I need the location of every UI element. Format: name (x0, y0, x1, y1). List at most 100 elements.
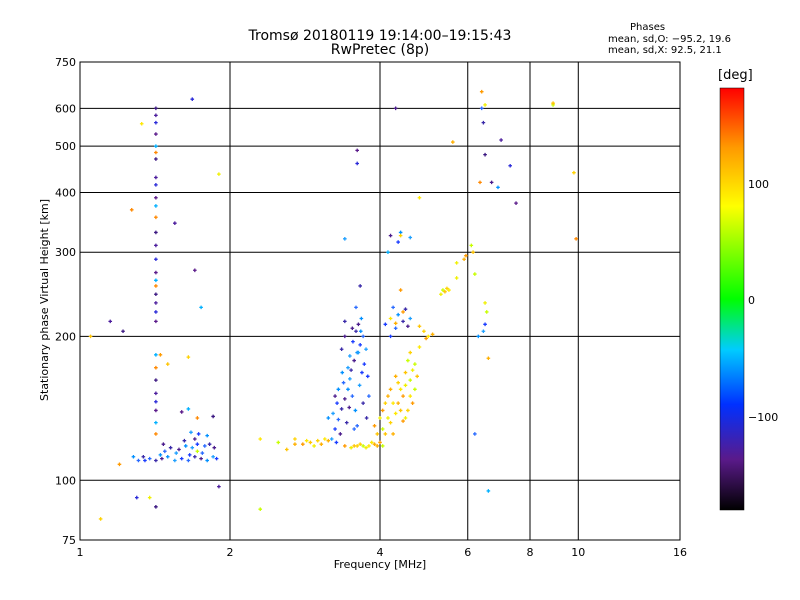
colorbar-tick-label: −100 (748, 411, 779, 424)
data-point (353, 408, 358, 413)
data-point (343, 444, 347, 448)
data-point (408, 394, 413, 398)
data-point (284, 447, 289, 452)
data-point (398, 288, 403, 292)
x-tick-label: 16 (673, 546, 687, 559)
data-point (358, 284, 362, 288)
data-point (205, 433, 209, 438)
data-point (189, 430, 193, 435)
data-point (154, 505, 158, 509)
data-point (358, 343, 362, 347)
data-point (514, 201, 518, 205)
data-point (154, 310, 158, 314)
data-point (154, 243, 158, 248)
data-point (408, 235, 413, 240)
data-point (154, 132, 158, 136)
data-point (143, 458, 147, 463)
data-point (154, 113, 158, 118)
data-point (212, 445, 217, 450)
data-point (479, 89, 484, 94)
data-point (154, 399, 158, 404)
data-point (350, 326, 355, 331)
data-point (484, 310, 489, 314)
plot-frame (79, 61, 681, 541)
data-point (469, 243, 474, 248)
data-point (417, 324, 422, 329)
data-point (205, 458, 209, 463)
data-point (207, 442, 212, 446)
data-point (479, 106, 484, 111)
x-tick-label: 8 (527, 546, 534, 559)
data-point (349, 368, 353, 372)
data-point (396, 312, 400, 317)
data-point (195, 449, 200, 454)
y-tick-label: 500 (55, 140, 76, 153)
data-point (476, 334, 481, 339)
data-point (481, 120, 486, 125)
data-point (154, 257, 158, 262)
data-point (354, 305, 358, 310)
data-point (391, 432, 395, 436)
data-point (388, 316, 393, 321)
data-point (168, 445, 173, 450)
data-point (161, 442, 166, 446)
data-point (393, 321, 398, 326)
data-point (154, 144, 158, 148)
data-point (358, 329, 363, 334)
data-point (121, 329, 125, 334)
data-point (380, 408, 385, 413)
data-point (193, 454, 197, 459)
data-point (343, 334, 347, 339)
data-point (339, 407, 344, 411)
data-point (356, 322, 361, 327)
chart-subtitle: RwPretec (8p) (330, 42, 430, 58)
data-point (380, 427, 385, 431)
data-point (417, 195, 422, 200)
data-point (369, 440, 374, 445)
data-point (348, 377, 352, 381)
data-point (408, 350, 413, 355)
data-point (154, 292, 158, 297)
data-point (336, 417, 341, 422)
x-tick-label: 1 (77, 546, 84, 559)
data-point (134, 495, 139, 500)
data-point (154, 420, 158, 425)
data-point (154, 183, 158, 187)
data-point (406, 408, 410, 413)
data-point (211, 414, 215, 419)
data-point (572, 170, 576, 175)
data-point (362, 362, 367, 366)
data-point (451, 140, 455, 144)
data-point (354, 329, 358, 334)
data-point (190, 445, 195, 450)
data-point (329, 437, 334, 441)
data-point (154, 378, 158, 382)
data-point (154, 230, 158, 235)
data-point (355, 424, 359, 428)
data-point (378, 440, 382, 445)
data-point (481, 329, 486, 334)
data-point (293, 437, 297, 441)
y-tick-label: 75 (62, 534, 76, 547)
data-point (214, 456, 219, 461)
data-point (160, 456, 164, 461)
data-point (486, 356, 491, 361)
data-point (386, 416, 390, 420)
data-point (413, 387, 417, 392)
data-point (179, 410, 184, 414)
data-point (187, 453, 192, 457)
data-point (473, 272, 477, 276)
data-point (98, 517, 103, 521)
data-point (367, 444, 371, 448)
data-point (154, 195, 158, 200)
data-point (359, 316, 364, 321)
colorbar-tick-label: 100 (748, 178, 769, 191)
data-point (193, 437, 197, 441)
data-point (391, 305, 395, 310)
data-point (415, 374, 419, 379)
data-point (217, 172, 221, 176)
data-point (343, 319, 347, 324)
data-point (154, 157, 158, 161)
data-point (401, 319, 405, 324)
data-point (454, 276, 459, 280)
